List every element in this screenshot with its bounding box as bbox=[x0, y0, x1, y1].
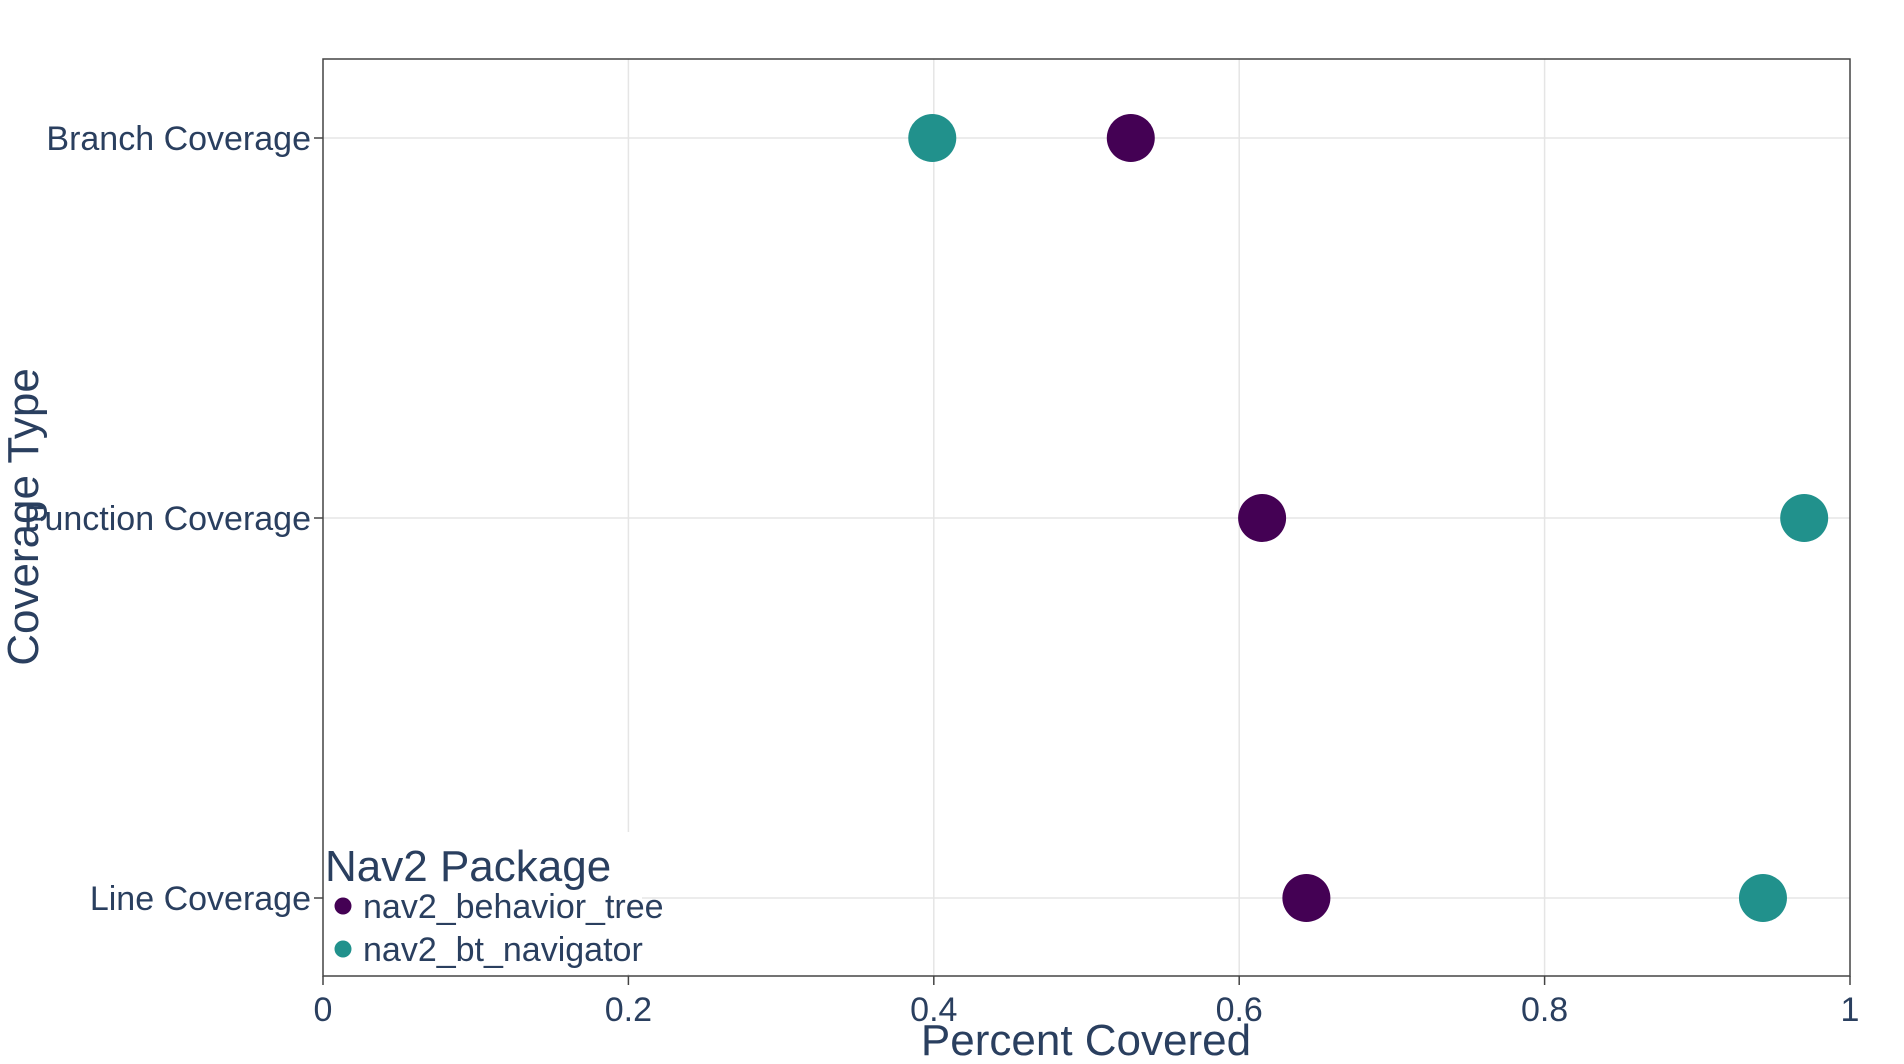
x-tick-label: 0.4 bbox=[910, 991, 957, 1029]
x-tick-label: 0.6 bbox=[1216, 991, 1263, 1029]
data-point-nav2-bt-navigator bbox=[1738, 874, 1787, 922]
legend-items: nav2_behavior_tree nav2_bt_navigator bbox=[334, 888, 664, 969]
x-tick-label: 0.2 bbox=[605, 991, 652, 1029]
y-tick-label: Line Coverage bbox=[90, 880, 311, 918]
data-point-nav2-behavior-tree bbox=[1106, 114, 1155, 162]
legend-marker bbox=[334, 940, 352, 958]
x-axis-title: Percent Covered bbox=[921, 1016, 1251, 1064]
legend-title: Nav2 Package bbox=[325, 842, 611, 891]
legend-label: nav2_bt_navigator bbox=[363, 931, 643, 969]
data-point-nav2-bt-navigator bbox=[1780, 494, 1829, 542]
y-tick-label: Function Coverage bbox=[24, 500, 311, 538]
x-axis-ticks: 0 0.2 0.4 0.6 0.8 1 bbox=[314, 976, 1860, 1029]
legend: Nav2 Package nav2_behavior_tree nav2_bt_n… bbox=[324, 832, 664, 974]
x-tick-label: 0 bbox=[314, 991, 333, 1029]
data-point-nav2-bt-navigator bbox=[908, 114, 957, 162]
legend-label: nav2_behavior_tree bbox=[363, 888, 664, 926]
legend-marker bbox=[334, 897, 352, 915]
y-tick-label: Branch Coverage bbox=[46, 120, 311, 158]
legend-background bbox=[324, 832, 642, 974]
y-axis-ticks: Branch Coverage Function Coverage Line Cov… bbox=[24, 120, 323, 918]
data-point-nav2-behavior-tree bbox=[1238, 494, 1287, 542]
x-tick-label: 0.8 bbox=[1521, 991, 1568, 1029]
data-markers bbox=[908, 114, 1829, 922]
data-point-nav2-behavior-tree bbox=[1282, 874, 1331, 922]
y-axis-title: Coverage Type bbox=[0, 368, 48, 666]
x-tick-label: 1 bbox=[1841, 991, 1860, 1029]
